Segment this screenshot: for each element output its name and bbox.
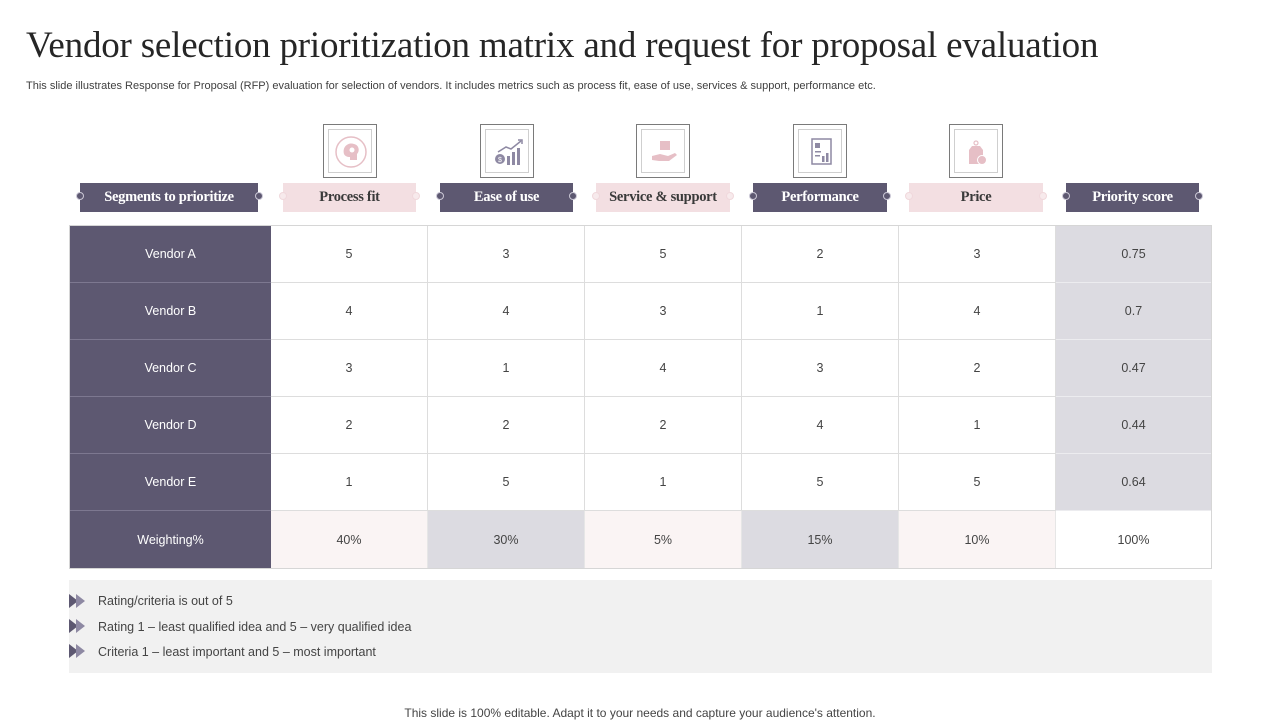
note-item: Rating/criteria is out of 5 <box>98 594 233 608</box>
table-cell: 1 <box>742 283 899 340</box>
table-cell: 2 <box>899 340 1056 397</box>
table-cell: 5 <box>585 226 742 283</box>
table-cell: 2 <box>271 397 428 454</box>
hand-support-icon <box>636 124 690 178</box>
header-dot <box>883 192 891 200</box>
arrow-bullet-icon <box>69 644 85 658</box>
note-item: Criteria 1 – least important and 5 – mos… <box>98 645 376 659</box>
growth-chart-icon: $ <box>480 124 534 178</box>
table-cell: 1 <box>585 454 742 511</box>
table-cell: 4 <box>271 283 428 340</box>
arrow-bullet-icon <box>69 594 85 608</box>
price-tag-icon <box>949 124 1003 178</box>
header-dot <box>569 192 577 200</box>
header-price: Price <box>909 183 1043 212</box>
table-cell: 5 <box>428 454 585 511</box>
priority-score-cell: 0.44 <box>1056 397 1211 454</box>
header-process-fit: Process fit <box>283 183 416 212</box>
table-cell: 2 <box>428 397 585 454</box>
notes-panel: Rating/criteria is out of 5 Rating 1 – l… <box>69 580 1212 673</box>
header-dot <box>412 192 420 200</box>
row-label-vendor-e: Vendor E <box>70 454 271 511</box>
table-cell: 4 <box>742 397 899 454</box>
table-cell: 1 <box>271 454 428 511</box>
header-dot <box>279 192 287 200</box>
table-cell: 4 <box>428 283 585 340</box>
table-cell: 3 <box>899 226 1056 283</box>
row-label-vendor-d: Vendor D <box>70 397 271 454</box>
table-cell: 3 <box>742 340 899 397</box>
header-service-support: Service & support <box>596 183 730 212</box>
row-label-vendor-a: Vendor A <box>70 226 271 283</box>
header-segments: Segments to prioritize <box>80 183 258 212</box>
weighting-cell: 30% <box>428 511 585 568</box>
row-label-vendor-c: Vendor C <box>70 340 271 397</box>
header-dot <box>726 192 734 200</box>
arrow-bullet-icon <box>69 619 85 633</box>
header-dot <box>76 192 84 200</box>
header-dot <box>905 192 913 200</box>
slide-subtitle: This slide illustrates Response for Prop… <box>26 80 876 92</box>
header-dot <box>255 192 263 200</box>
table-cell: 1 <box>428 340 585 397</box>
header-ease-of-use: Ease of use <box>440 183 573 212</box>
table-cell: 3 <box>428 226 585 283</box>
weighting-total-cell: 100% <box>1056 511 1211 568</box>
table-cell: 5 <box>899 454 1056 511</box>
svg-text:$: $ <box>498 157 502 164</box>
note-item: Rating 1 – least qualified idea and 5 – … <box>98 620 412 634</box>
table-cell: 2 <box>742 226 899 283</box>
table-cell: 2 <box>585 397 742 454</box>
row-label-vendor-b: Vendor B <box>70 283 271 340</box>
performance-report-icon <box>793 124 847 178</box>
weighting-cell: 40% <box>271 511 428 568</box>
table-cell: 4 <box>585 340 742 397</box>
header-dot <box>749 192 757 200</box>
priority-score-cell: 0.64 <box>1056 454 1211 511</box>
header-dot <box>1062 192 1070 200</box>
header-dot <box>592 192 600 200</box>
table-cell: 3 <box>271 340 428 397</box>
weighting-cell: 10% <box>899 511 1056 568</box>
footer-text: This slide is 100% editable. Adapt it to… <box>404 706 876 720</box>
table-cell: 5 <box>742 454 899 511</box>
weighting-cell: 5% <box>585 511 742 568</box>
priority-score-cell: 0.47 <box>1056 340 1211 397</box>
weighting-cell: 15% <box>742 511 899 568</box>
slide-title: Vendor selection prioritization matrix a… <box>26 25 1099 66</box>
header-dot <box>1039 192 1047 200</box>
header-priority-score: Priority score <box>1066 183 1199 212</box>
table-cell: 4 <box>899 283 1056 340</box>
header-performance: Performance <box>753 183 887 212</box>
evaluation-matrix: Vendor A 5 3 5 2 3 0.75 Vendor B 4 4 3 1… <box>69 225 1212 569</box>
header-dot <box>1195 192 1203 200</box>
brain-gear-icon <box>323 124 377 178</box>
table-cell: 3 <box>585 283 742 340</box>
row-label-weighting: Weighting% <box>70 511 271 568</box>
header-dot <box>436 192 444 200</box>
priority-score-cell: 0.75 <box>1056 226 1211 283</box>
table-cell: 5 <box>271 226 428 283</box>
table-cell: 1 <box>899 397 1056 454</box>
priority-score-cell: 0.7 <box>1056 283 1211 340</box>
